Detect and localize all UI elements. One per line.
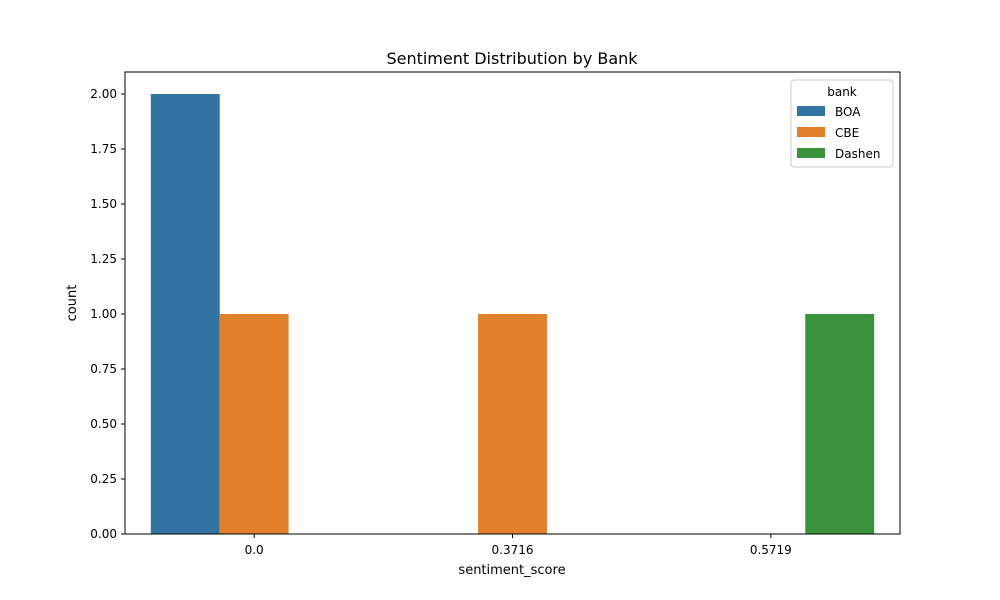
- y-tick-label: 0.25: [90, 472, 117, 486]
- y-tick-label: 0.75: [90, 362, 117, 376]
- x-tick-label: 0.3716: [492, 543, 534, 557]
- legend-title: bank: [827, 85, 857, 99]
- legend: bank BOA CBE Dashen: [790, 79, 894, 168]
- bars-layer: [150, 94, 875, 534]
- legend-label-dashen: Dashen: [835, 147, 880, 161]
- y-axis-label: count: [65, 285, 80, 322]
- y-tick-label: 1.50: [90, 197, 117, 211]
- legend-items: BOA CBE Dashen: [797, 105, 880, 161]
- bar-boa-0: [150, 94, 220, 534]
- legend-swatch-dashen: [797, 148, 825, 158]
- y-tick-label: 1.75: [90, 142, 117, 156]
- legend-label-boa: BOA: [835, 105, 861, 119]
- bar-cbe-0: [219, 314, 289, 534]
- x-ticks: 0.0 0.3716 0.5719: [245, 534, 792, 557]
- y-tick-label: 2.00: [90, 87, 117, 101]
- x-tick-label: 0.5719: [750, 543, 792, 557]
- x-tick-label: 0.0: [245, 543, 264, 557]
- legend-label-cbe: CBE: [835, 126, 859, 140]
- legend-swatch-cbe: [797, 127, 825, 137]
- y-ticks: 0.00 0.25 0.50 0.75 1.00 1.25 1.50 1.75 2.00: [90, 87, 125, 541]
- legend-swatch-boa: [797, 106, 825, 116]
- y-tick-label: 0.50: [90, 417, 117, 431]
- bar-dashen-2: [805, 314, 875, 534]
- chart-title: Sentiment Distribution by Bank: [386, 49, 638, 68]
- y-tick-label: 0.00: [90, 527, 117, 541]
- bar-cbe-1: [478, 314, 547, 534]
- y-tick-label: 1.00: [90, 307, 117, 321]
- legend-box: [790, 79, 894, 168]
- plot-frame: [124, 71, 901, 535]
- x-axis-label: sentiment_score: [458, 563, 565, 578]
- y-tick-label: 1.25: [90, 252, 117, 266]
